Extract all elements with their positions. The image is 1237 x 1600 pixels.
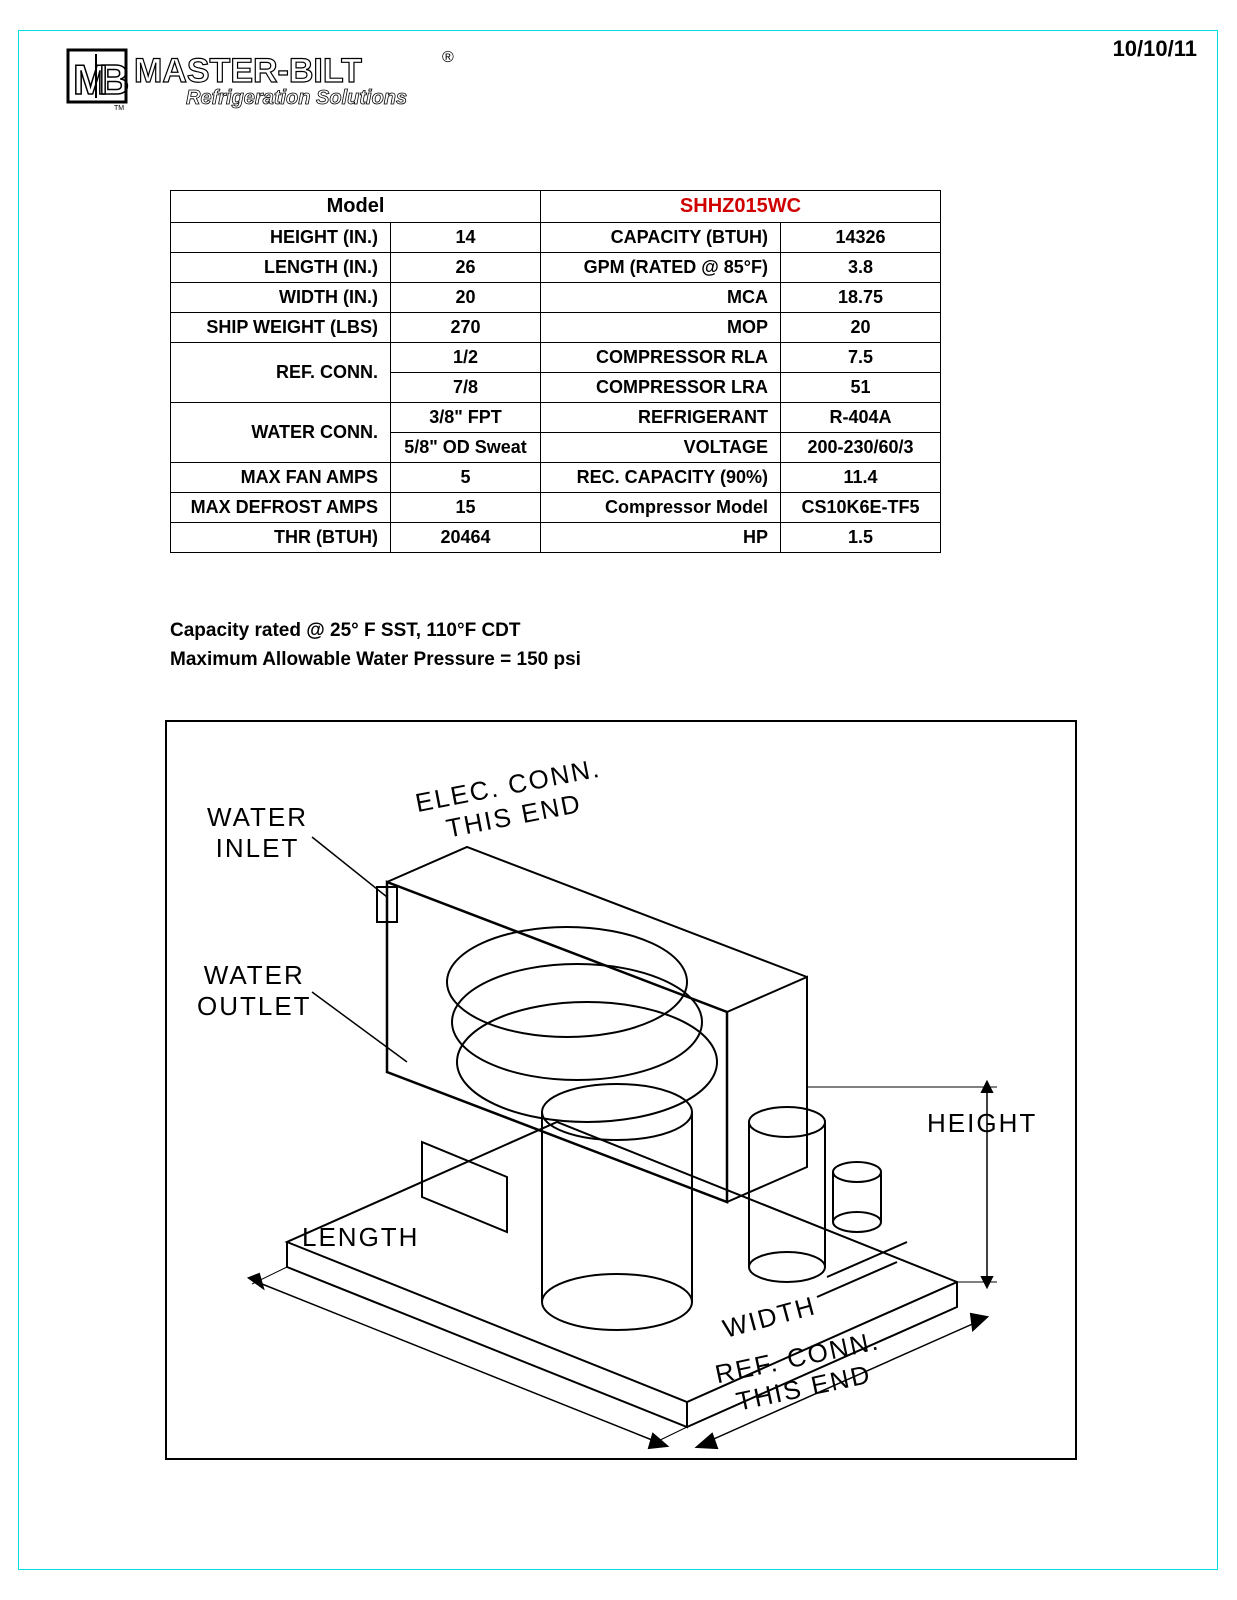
svg-text:TM: TM	[114, 105, 124, 112]
spec-value: 51	[781, 373, 941, 403]
spec-value: 1.5	[781, 523, 941, 553]
spec-label: LENGTH (IN.)	[171, 253, 391, 283]
spec-value: 18.75	[781, 283, 941, 313]
spec-label: REFRIGERANT	[541, 403, 781, 433]
brand-name: MASTER-BILT	[134, 52, 362, 90]
spec-value: 3/8" FPT	[391, 403, 541, 433]
spec-value: 14326	[781, 223, 941, 253]
table-row: WIDTH (IN.) 20 MCA 18.75	[171, 283, 941, 313]
table-row: WATER CONN. 3/8" FPT REFRIGERANT R-404A	[171, 403, 941, 433]
spec-label: HP	[541, 523, 781, 553]
table-row: MAX DEFROST AMPS 15 Compressor Model CS1…	[171, 493, 941, 523]
product-diagram: WATER INLET WATER OUTLET ELEC. CONN. THI…	[165, 720, 1077, 1460]
spec-label: SHIP WEIGHT (LBS)	[171, 313, 391, 343]
table-row: LENGTH (IN.) 26 GPM (RATED @ 85°F) 3.8	[171, 253, 941, 283]
spec-value: 1/2	[391, 343, 541, 373]
spec-label: COMPRESSOR RLA	[541, 343, 781, 373]
note-line: Capacity rated @ 25° F SST, 110°F CDT	[170, 617, 581, 646]
spec-label: WIDTH (IN.)	[171, 283, 391, 313]
spec-value: 7/8	[391, 373, 541, 403]
spec-label: MOP	[541, 313, 781, 343]
spec-label: HEIGHT (IN.)	[171, 223, 391, 253]
model-header: Model	[171, 191, 541, 223]
spec-label: GPM (RATED @ 85°F)	[541, 253, 781, 283]
spec-label: REC. CAPACITY (90%)	[541, 463, 781, 493]
spec-value: 20	[391, 283, 541, 313]
label-length: LENGTH	[302, 1222, 419, 1253]
spec-value: 270	[391, 313, 541, 343]
brand-tagline: Refrigeration Solutions	[186, 87, 407, 109]
spec-value: 5/8" OD Sweat	[391, 433, 541, 463]
spec-label: VOLTAGE	[541, 433, 781, 463]
capacity-notes: Capacity rated @ 25° F SST, 110°F CDT Ma…	[170, 617, 581, 674]
spec-label: Compressor Model	[541, 493, 781, 523]
spec-label: THR (BTUH)	[171, 523, 391, 553]
spec-value: 15	[391, 493, 541, 523]
spec-label: REF. CONN.	[171, 343, 391, 403]
table-row: REF. CONN. 1/2 COMPRESSOR RLA 7.5	[171, 343, 941, 373]
model-name: SHHZ015WC	[541, 191, 941, 223]
note-line: Maximum Allowable Water Pressure = 150 p…	[170, 646, 581, 675]
label-water-outlet: WATER OUTLET	[197, 960, 312, 1022]
masterbilt-logo: M B TM MASTER-BILT ® Refrigeration Solut…	[66, 44, 466, 114]
table-header-row: Model SHHZ015WC	[171, 191, 941, 223]
table-row: MAX FAN AMPS 5 REC. CAPACITY (90%) 11.4	[171, 463, 941, 493]
spec-value: 20	[781, 313, 941, 343]
spec-value: 20464	[391, 523, 541, 553]
spec-label: MAX DEFROST AMPS	[171, 493, 391, 523]
spec-table: Model SHHZ015WC HEIGHT (IN.) 14 CAPACITY…	[170, 190, 941, 553]
label-water-inlet: WATER INLET	[207, 802, 308, 864]
spec-value: 7.5	[781, 343, 941, 373]
svg-text:®: ®	[442, 49, 454, 66]
label-height: HEIGHT	[927, 1108, 1037, 1139]
spec-value: 3.8	[781, 253, 941, 283]
spec-value: 26	[391, 253, 541, 283]
spec-label: MAX FAN AMPS	[171, 463, 391, 493]
spec-label: WATER CONN.	[171, 403, 391, 463]
spec-label: MCA	[541, 283, 781, 313]
table-row: HEIGHT (IN.) 14 CAPACITY (BTUH) 14326	[171, 223, 941, 253]
document-date: 10/10/11	[1113, 36, 1197, 62]
spec-label: COMPRESSOR LRA	[541, 373, 781, 403]
spec-value: R-404A	[781, 403, 941, 433]
svg-text:B: B	[99, 56, 129, 103]
spec-value: 11.4	[781, 463, 941, 493]
spec-value: 14	[391, 223, 541, 253]
spec-value: 200-230/60/3	[781, 433, 941, 463]
table-row: SHIP WEIGHT (LBS) 270 MOP 20	[171, 313, 941, 343]
table-row: THR (BTUH) 20464 HP 1.5	[171, 523, 941, 553]
spec-value: 5	[391, 463, 541, 493]
spec-label: CAPACITY (BTUH)	[541, 223, 781, 253]
spec-value: CS10K6E-TF5	[781, 493, 941, 523]
